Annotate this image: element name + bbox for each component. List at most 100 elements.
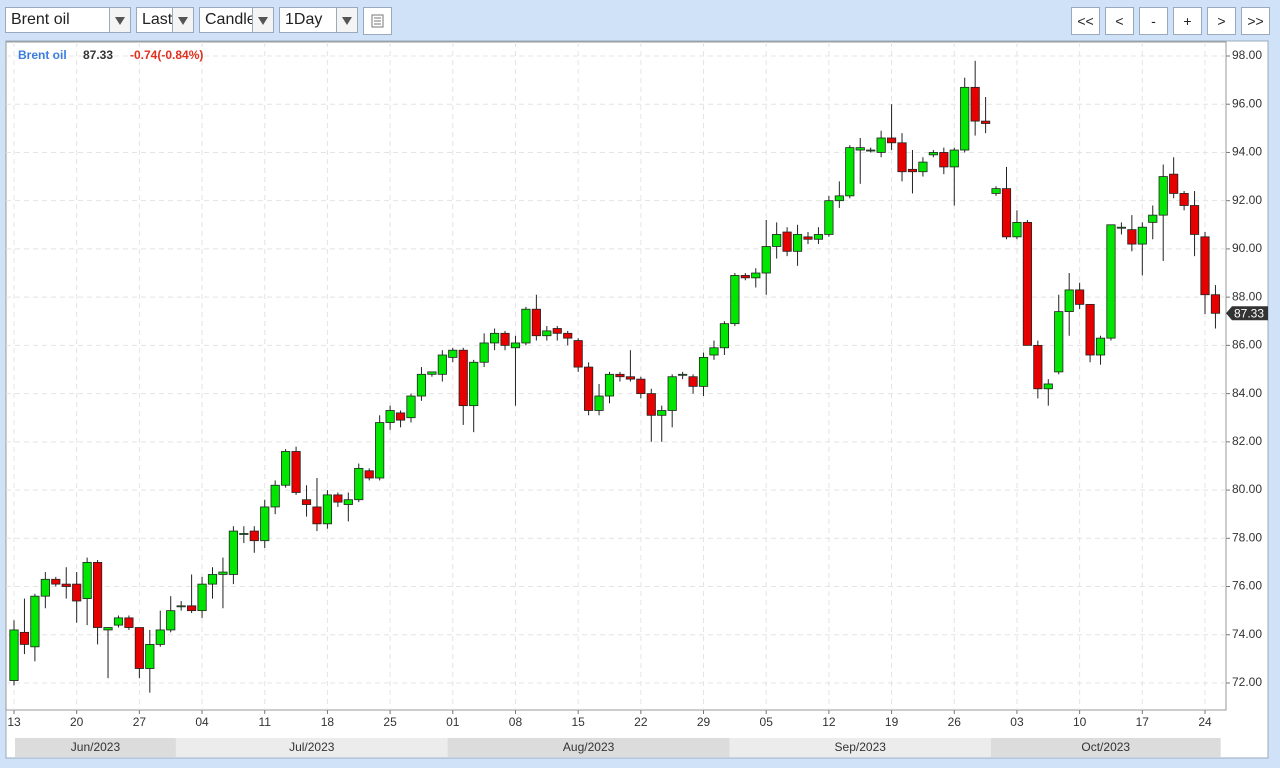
candle-body [636,378,646,395]
candle-body [792,234,803,252]
dropdown-arrow[interactable] [336,8,357,32]
candle-body [124,617,134,628]
candle-body [270,484,280,508]
dropdown-arrow[interactable] [172,8,193,32]
candle-body [646,393,656,416]
x-tick-label: 10 [1073,715,1087,729]
x-tick-label: 17 [1136,715,1150,729]
candle-body [730,275,740,325]
candle-body [333,494,343,503]
month-label: Aug/2023 [563,740,615,754]
candle-body [751,272,761,279]
candle-body [437,354,447,375]
nav-button[interactable]: + [1173,7,1202,35]
month-band [175,738,448,757]
candle-body [40,578,50,597]
candle-body [145,644,155,669]
candle-body [1033,344,1043,390]
candle-body [824,200,834,235]
candle-body [291,451,301,493]
candle-body [155,629,165,645]
x-tick-label: 26 [948,715,962,729]
nav-button[interactable]: >> [1241,7,1270,35]
candle-body [1116,226,1126,229]
dropdown-arrow[interactable] [252,8,273,32]
y-tick-label: 80.00 [1232,482,1262,496]
y-tick-label: 82.00 [1232,434,1262,448]
candle-body [1054,311,1064,373]
nav-button[interactable]: << [1071,7,1100,35]
nav-button[interactable]: - [1139,7,1168,35]
candle-body [866,149,876,152]
candle-body [740,275,750,279]
candle-body [688,376,698,387]
candle-body [72,583,82,602]
candle-body [187,605,197,612]
candle-body [719,323,730,349]
last-price-tag [1226,306,1268,321]
candle-body [427,371,437,375]
style-select[interactable]: Candle [199,7,274,33]
x-tick-label: 24 [1198,715,1212,729]
candle-body [604,373,615,397]
candle-body [1200,236,1210,296]
table-icon [371,14,384,28]
nav-button[interactable]: > [1207,7,1236,35]
candle-body [1210,294,1221,314]
candle-body [395,412,406,421]
candle-body [1137,226,1147,245]
dropdown-arrow[interactable] [109,8,130,32]
candle-body [197,583,207,612]
x-tick-label: 08 [509,715,523,729]
candle-body [625,376,635,380]
candle-body [207,574,218,585]
candle-body [552,328,562,334]
field-select[interactable]: Last [136,7,194,33]
candle-body [218,571,228,575]
x-tick-label: 25 [383,715,397,729]
legend-symbol: Brent oil [18,48,67,62]
x-tick-label: 03 [1010,715,1024,729]
candle-body [761,246,771,274]
candle-body [594,395,604,411]
nav-button[interactable]: < [1105,7,1134,35]
candle-body [301,499,312,505]
y-tick-label: 84.00 [1232,386,1262,400]
x-tick-label: 05 [760,715,774,729]
x-tick-label: 15 [571,715,585,729]
candle-body [991,188,1001,194]
x-tick-label: 12 [822,715,836,729]
interval-select[interactable]: 1Day [279,7,358,33]
candle-body [949,149,959,168]
candle-body [166,610,176,631]
candle-body [354,467,364,501]
candle-body [709,347,719,356]
candle-body [667,376,677,411]
month-band [729,738,991,757]
month-band [990,738,1221,757]
candle-body [228,530,238,575]
y-tick-label: 94.00 [1232,145,1262,159]
month-band [15,738,176,757]
candle-body [698,357,709,387]
candle-body [1106,224,1116,339]
candle-body [813,234,824,240]
table-button[interactable] [363,7,392,35]
candle-body [249,530,259,542]
candle-body [1012,221,1022,238]
symbol-select[interactable]: Brent oil [5,7,131,33]
candle-body [1022,221,1032,346]
candle-body [51,578,61,585]
candle-body [500,332,510,346]
candle-body [615,373,625,378]
y-tick-label: 72.00 [1232,675,1262,689]
candle-body [960,86,970,151]
candle-body [322,494,332,525]
candle-body [845,147,855,197]
candle-body [510,342,521,349]
candle-body [416,373,427,397]
candle-body [61,583,71,587]
candle-body [1075,289,1085,305]
month-label: Jul/2023 [289,740,335,754]
